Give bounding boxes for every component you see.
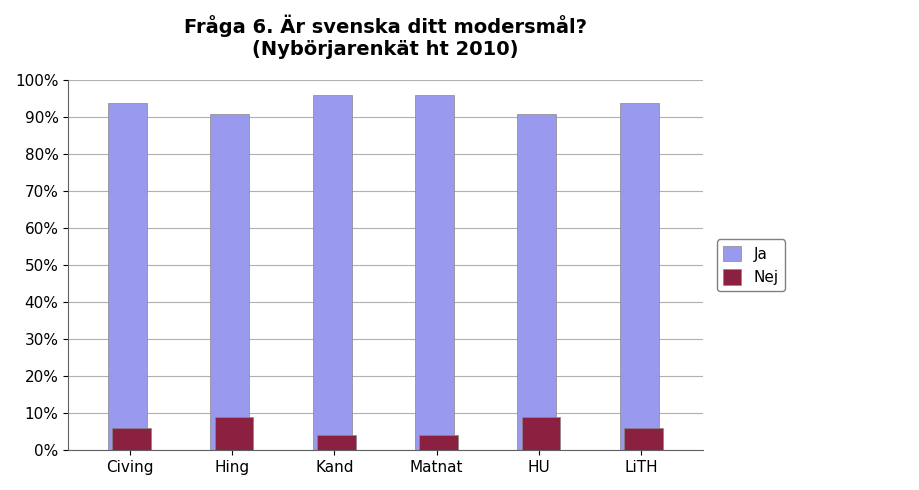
Legend: Ja, Nej: Ja, Nej	[716, 240, 784, 291]
Title: Fråga 6. Är svenska ditt modersmål?
(Nybörjarenkät ht 2010): Fråga 6. Är svenska ditt modersmål? (Nyb…	[184, 15, 586, 59]
Bar	[414, 95, 454, 450]
Bar	[516, 114, 556, 450]
Bar	[619, 102, 658, 450]
Bar	[214, 417, 253, 450]
Bar	[419, 436, 458, 450]
Bar	[112, 428, 151, 450]
Bar	[108, 102, 147, 450]
Bar	[521, 417, 560, 450]
Bar	[312, 95, 351, 450]
Bar	[316, 436, 356, 450]
Bar	[210, 114, 249, 450]
Bar	[623, 428, 662, 450]
